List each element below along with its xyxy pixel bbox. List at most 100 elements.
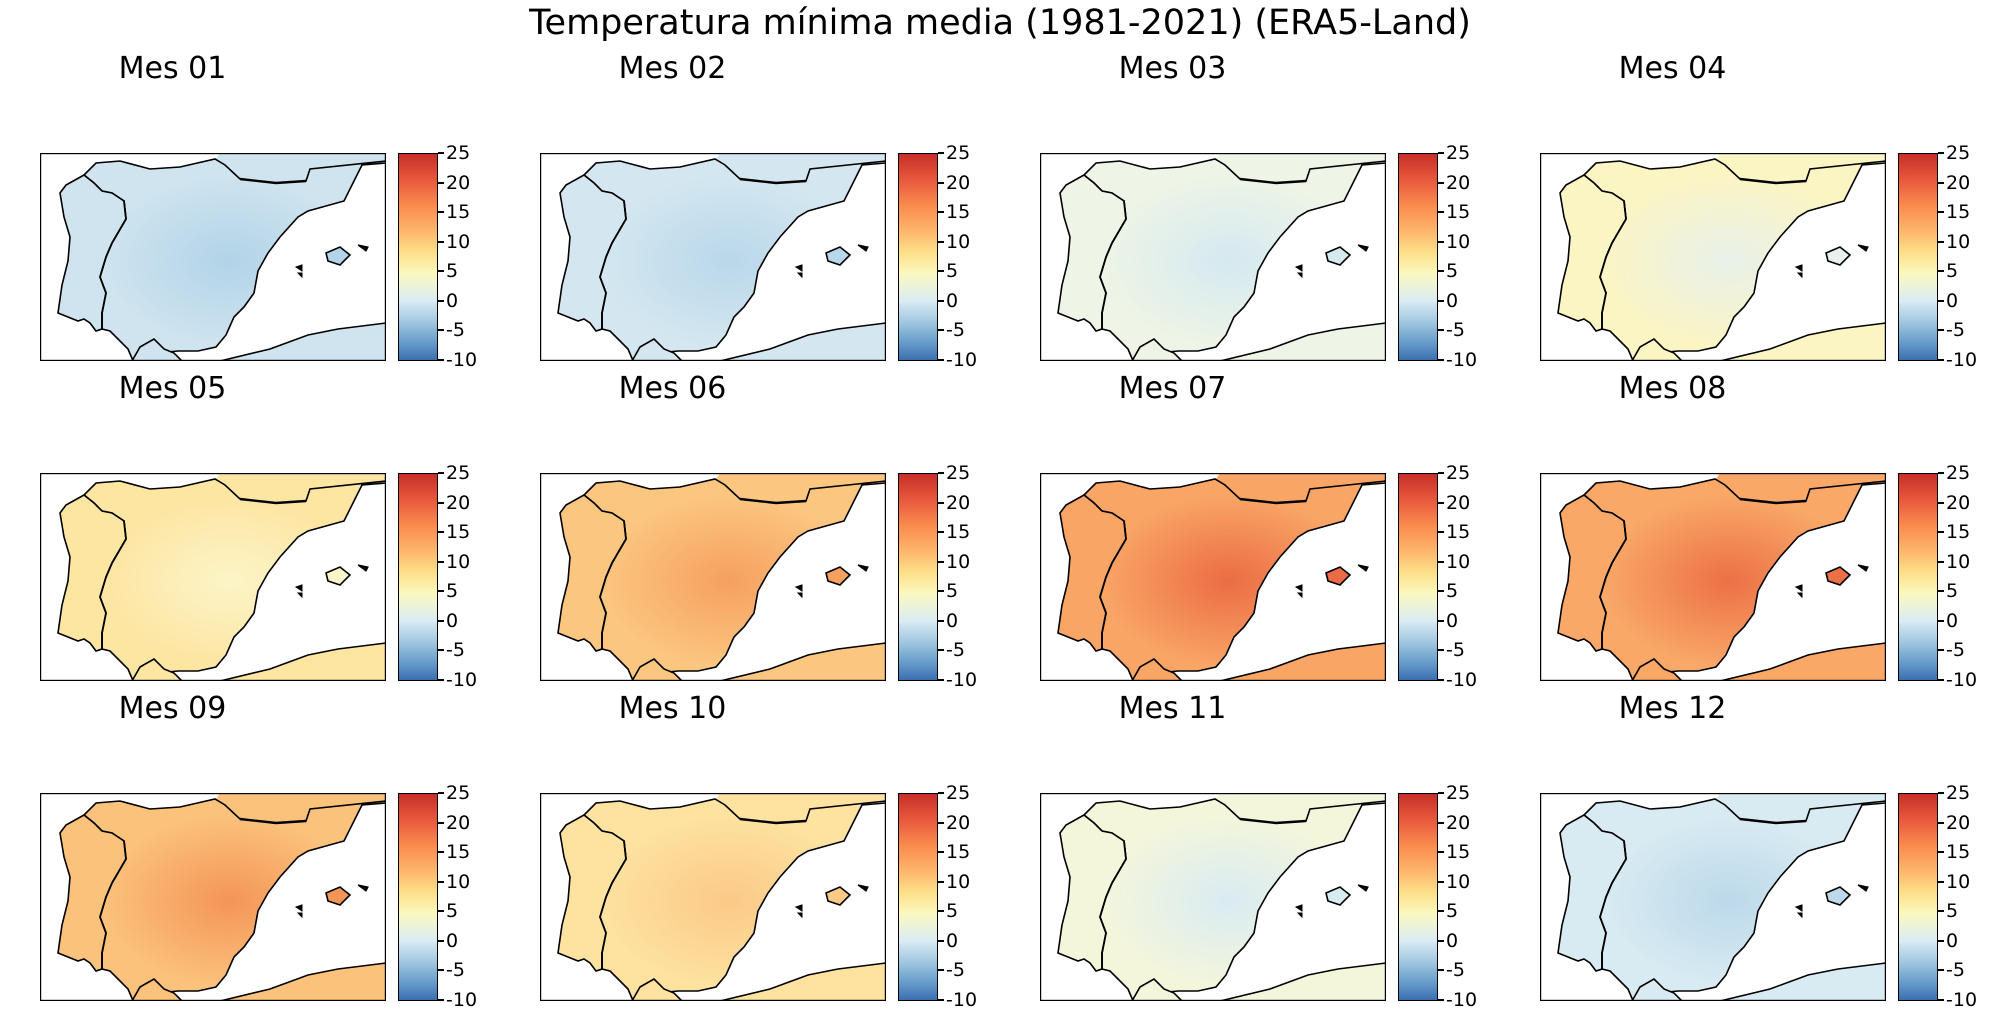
colorbar-tick: [1438, 679, 1444, 681]
colorbar-tick-label: 15: [1946, 841, 1971, 864]
colorbar-tick-label: 10: [1946, 550, 1971, 573]
colorbar-tick: [1938, 270, 1944, 273]
colorbar-tick-label: -5: [946, 639, 965, 662]
portugal-border: [1099, 200, 1127, 329]
panel-title: Mes 06: [618, 371, 727, 406]
panel-title: Mes 01: [118, 51, 227, 86]
colorbar-tick: [438, 560, 444, 563]
pyrenees-border: [1239, 177, 1307, 185]
colorbar-tick-label: 15: [446, 201, 471, 224]
colorbar-tick: [938, 472, 944, 474]
ibiza-island: [1294, 904, 1303, 919]
colorbar: [898, 153, 938, 361]
colorbar-tick-label: 10: [446, 230, 471, 253]
france-region: [216, 793, 386, 823]
colorbar-tick-label: -10: [1946, 349, 1978, 371]
portugal-border: [599, 840, 627, 969]
colorbar-tick: [1938, 590, 1944, 593]
map-frame: [540, 473, 886, 681]
mallorca-island: [1325, 246, 1352, 266]
menorca-island: [357, 244, 369, 252]
ibiza-island: [1794, 264, 1803, 279]
colorbar-tick: [1438, 969, 1444, 972]
colorbar-tick-label: 20: [946, 491, 971, 514]
portugal-region: [1557, 174, 1627, 332]
panel-title: Mes 03: [1118, 51, 1227, 86]
colorbar-tick: [1438, 619, 1444, 622]
portugal-region: [57, 814, 127, 972]
colorbar-tick: [938, 359, 944, 361]
colorbar-tick-label: -5: [946, 319, 965, 342]
portugal-border: [99, 840, 127, 969]
colorbar-tick: [1438, 270, 1444, 273]
colorbar-tick-label: 25: [446, 782, 471, 804]
france-region: [1216, 153, 1386, 183]
menorca-island: [357, 884, 369, 892]
colorbar-tick: [938, 501, 944, 504]
colorbar-tick-label: 5: [1946, 900, 1959, 923]
colorbar-tick: [1438, 880, 1444, 883]
mallorca-island: [1825, 566, 1852, 586]
map-panel: Mes 12 25 20 15 10 5 0 -5 -10: [1500, 690, 1980, 1010]
portugal-border: [99, 520, 127, 649]
colorbar-tick-label: 20: [1446, 811, 1471, 834]
colorbar-tick: [438, 999, 444, 1001]
temperature-map: [1540, 153, 1886, 361]
colorbar: [1898, 473, 1938, 681]
portugal-border: [1599, 840, 1627, 969]
colorbar-tick: [1438, 240, 1444, 243]
colorbar-tick: [1438, 299, 1444, 302]
colorbar-tick: [1938, 560, 1944, 563]
map-panel: Mes 07 25 20 15 10 5 0 -5 -10: [1000, 370, 1480, 690]
colorbar-tick: [938, 590, 944, 593]
colorbar-tick-label: 5: [946, 580, 959, 603]
portugal-border: [599, 520, 627, 649]
colorbar-tick-label: 20: [1446, 171, 1471, 194]
map-frame: [40, 153, 386, 361]
ibiza-island: [1294, 584, 1303, 599]
colorbar-tick: [1938, 240, 1944, 243]
colorbar-tick: [438, 359, 444, 361]
map-frame: [1040, 473, 1386, 681]
colorbar-tick: [938, 181, 944, 184]
colorbar-tick: [938, 792, 944, 794]
colorbar-tick: [438, 590, 444, 593]
colorbar-tick-label: -10: [946, 669, 978, 691]
colorbar-tick-label: 10: [946, 550, 971, 573]
colorbar-tick: [1438, 560, 1444, 563]
colorbar-tick-label: 10: [1946, 870, 1971, 893]
map-panel: Mes 10 25 20 15 10 5 0 -5 -10: [500, 690, 980, 1010]
colorbar-tick-label: 5: [1946, 260, 1959, 283]
temperature-map: [40, 473, 386, 681]
colorbar-tick-label: 10: [446, 870, 471, 893]
mallorca-island: [325, 566, 352, 586]
temperature-map: [40, 793, 386, 1001]
colorbar-tick: [438, 152, 444, 154]
france-region: [1216, 793, 1386, 823]
colorbar-tick: [1938, 910, 1944, 913]
colorbar-tick: [938, 939, 944, 942]
map-frame: [1540, 153, 1886, 361]
france-region: [716, 153, 886, 183]
north-africa-region: [1631, 962, 1886, 1001]
colorbar-tick: [438, 501, 444, 504]
colorbar-tick-label: 20: [946, 171, 971, 194]
map-panel: Mes 06 25 20 15 10 5 0 -5 -10: [500, 370, 980, 690]
colorbar-tick: [1938, 472, 1944, 474]
colorbar: [398, 473, 438, 681]
colorbar-tick: [438, 531, 444, 534]
mallorca-island: [325, 246, 352, 266]
portugal-region: [557, 494, 627, 652]
north-africa-region: [131, 322, 386, 361]
colorbar-tick-label: -5: [446, 959, 465, 982]
colorbar-tick-label: 25: [446, 142, 471, 164]
portugal-region: [57, 494, 127, 652]
colorbar-tick-label: 10: [946, 230, 971, 253]
map-panel: Mes 03 25 20 15 10 5 0 -5 -10: [1000, 50, 1480, 370]
map-panel: Mes 11 25 20 15 10 5 0 -5 -10: [1000, 690, 1480, 1010]
colorbar-tick-label: -10: [446, 669, 478, 691]
colorbar-tick: [1438, 329, 1444, 332]
map-frame: [1540, 473, 1886, 681]
colorbar-tick: [1938, 679, 1944, 681]
north-africa-region: [131, 642, 386, 681]
